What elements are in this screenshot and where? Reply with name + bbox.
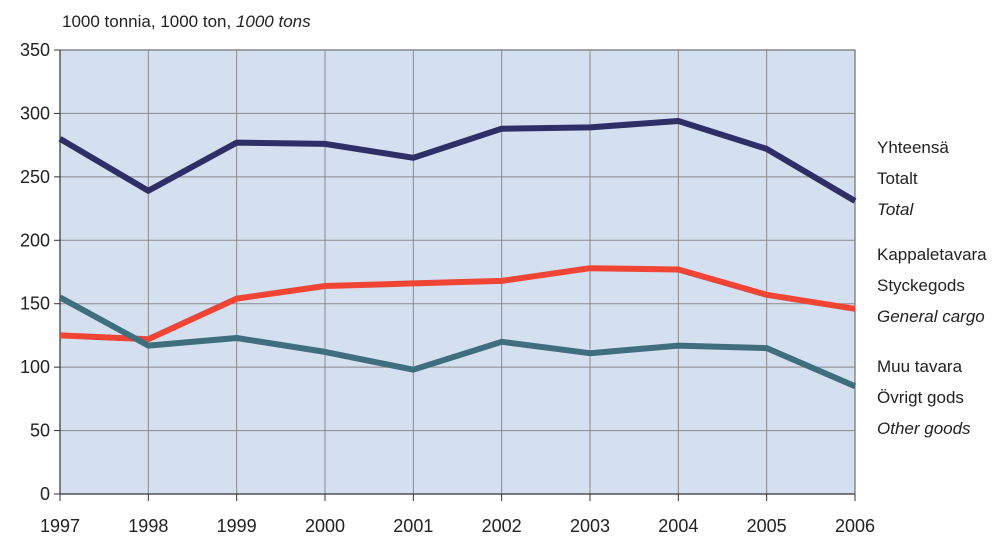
y-tick-label: 150 [20,294,50,314]
y-tick-label: 50 [30,421,50,441]
x-tick-label: 2005 [747,516,787,536]
legend-label-line: Övrigt gods [877,388,964,407]
legend: Yhteensä Totalt Total Kappaletavara Styckego… [877,138,987,438]
y-tick-label: 250 [20,167,50,187]
y-tick-label: 0 [40,484,50,504]
legend-label-line: Muu tavara [877,357,963,376]
legend-label-line: Kappaletavara [877,245,987,264]
y-tick-label: 300 [20,103,50,123]
x-tick-label: 1997 [40,516,80,536]
series-line-2 [58,294,857,389]
legend-label-line: Yhteensä [877,138,949,157]
x-tick-label: 1998 [128,516,168,536]
unit-label-plain: 1000 tonnia, 1000 ton, [62,12,236,31]
x-tick-label: 2000 [305,516,345,536]
legend-label-line: Total [877,200,914,219]
axes: 0 50 100 150 200 250 300 350 1997 1998 1999 2000 200… [20,40,875,536]
y-axis-unit-label: 1000 tonnia, 1000 ton, 1000 tons [62,12,311,31]
plot-area [59,49,856,495]
x-tick-label: 2003 [570,516,610,536]
x-tick-label: 2006 [835,516,875,536]
y-tick-label: 100 [20,357,50,377]
legend-label-line: Other goods [877,419,971,438]
legend-label-line: Totalt [877,169,918,188]
legend-label-line: General cargo [877,307,985,326]
series-line-1 [59,265,856,343]
x-tick-label: 2001 [393,516,433,536]
y-tick-label: 350 [20,40,50,60]
series-lines [58,118,857,389]
x-tick-label: 2002 [482,516,522,536]
series-line-0 [58,118,857,204]
x-tick-label: 2004 [658,516,698,536]
x-tick-label: 1999 [217,516,257,536]
unit-label-italic: 1000 tons [236,12,311,31]
legend-label-line: Styckegods [877,276,965,295]
y-tick-label: 200 [20,230,50,250]
